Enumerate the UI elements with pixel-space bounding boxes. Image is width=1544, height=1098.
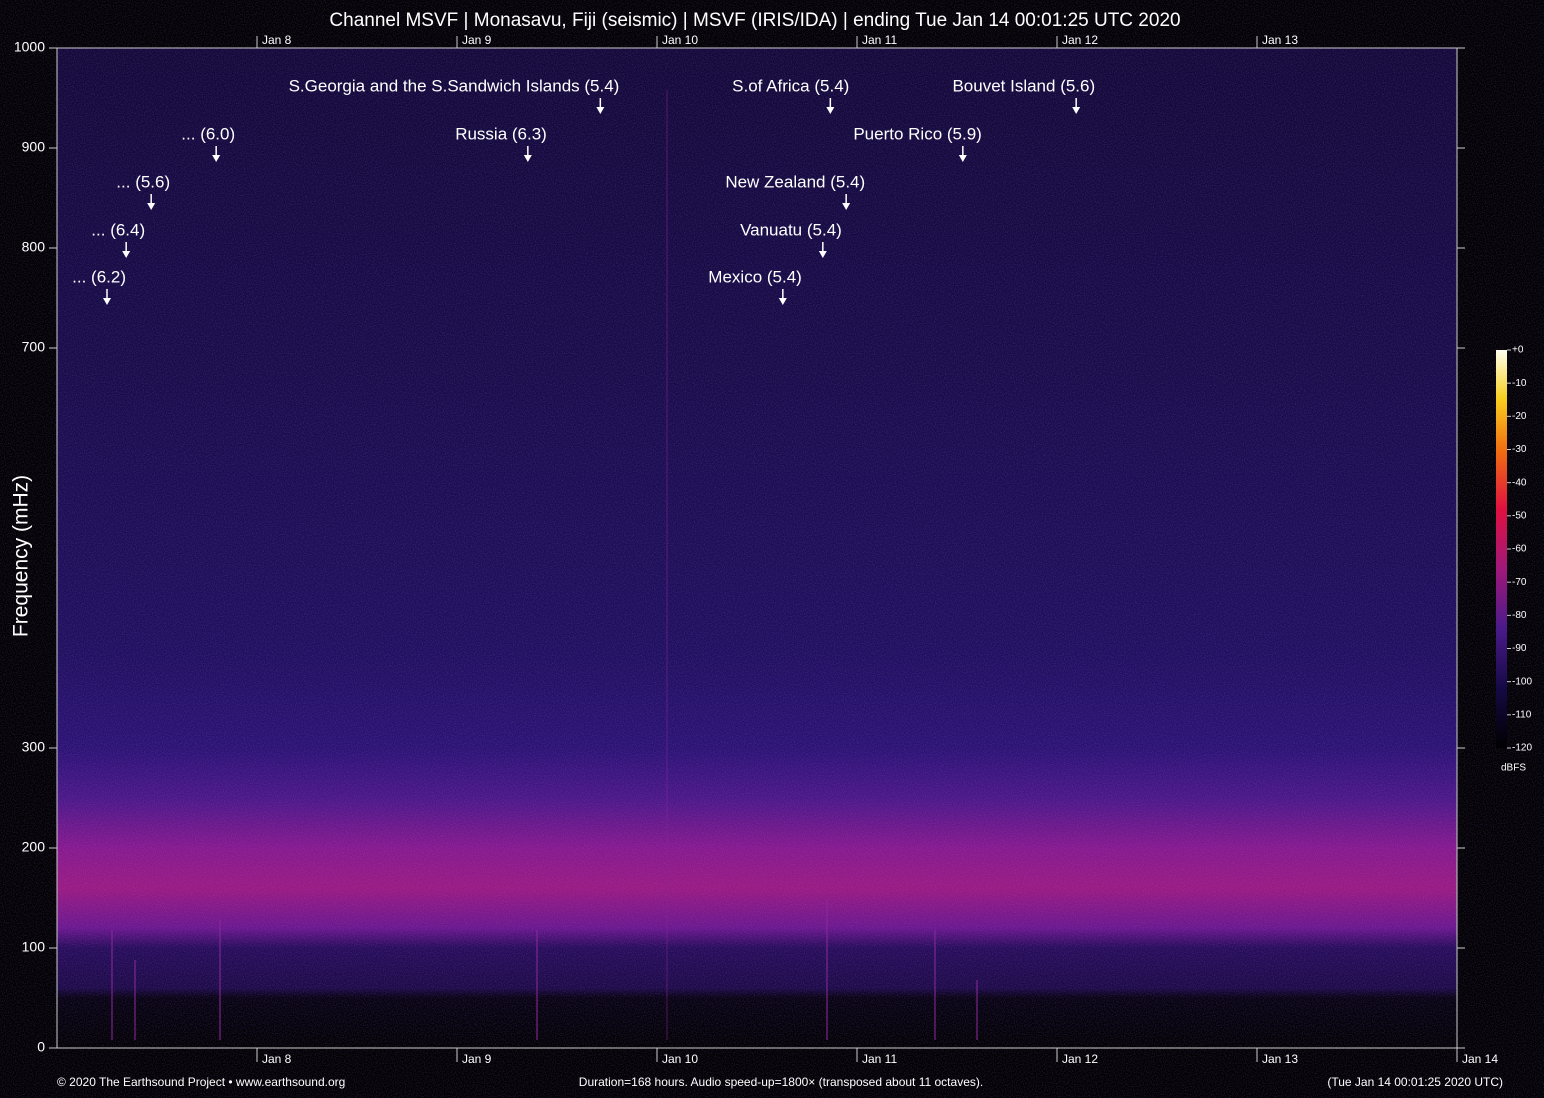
annotation: Russia (6.3) [455,124,547,143]
annotation-arrowhead [596,107,605,114]
footer-left: © 2020 The Earthsound Project • www.eart… [57,1075,345,1089]
annotation: ... (6.4) [91,220,145,239]
annotation-arrowhead [958,155,967,162]
annotation-arrowhead [122,251,131,258]
x-tick-label-top: Jan 13 [1262,33,1298,47]
colorbar-tick-label: +0 [1512,345,1524,356]
annotation: Puerto Rico (5.9) [853,124,982,143]
y-axis-label: Frequency (mHz) [10,475,33,637]
x-tick-label: Jan 11 [862,1052,897,1066]
annotation-arrowhead [818,251,827,258]
colorbar-tick-label: -20 [1512,411,1527,422]
annotation-arrowhead [212,155,221,162]
y-tick-label: 0 [37,1039,45,1055]
x-tick-label-top: Jan 9 [462,33,492,47]
annotation-arrowhead [778,298,787,305]
colorbar-tick-label: -90 [1512,643,1527,654]
annotation-arrowhead [1072,107,1081,114]
x-tick-label-top: Jan 8 [262,33,292,47]
x-tick-label: Jan 14 [1462,1052,1498,1066]
annotation-arrowhead [842,203,851,210]
annotation: New Zealand (5.4) [725,172,865,191]
annotation: S.Georgia and the S.Sandwich Islands (5.… [289,76,620,95]
annotation: Vanuatu (5.4) [740,220,842,239]
y-tick-label: 1000 [14,39,45,55]
annotation-arrowhead [147,203,156,210]
x-tick-label: Jan 12 [1062,1052,1098,1066]
y-tick-label: 800 [22,239,46,255]
x-tick-label: Jan 13 [1262,1052,1298,1066]
y-tick-label: 900 [22,139,46,155]
y-tick-label: 300 [22,739,46,755]
footer-center: Duration=168 hours. Audio speed-up=1800×… [579,1075,983,1089]
colorbar-tick-label: -120 [1512,743,1532,754]
y-tick-label: 100 [22,939,46,955]
annotation-arrowhead [523,155,532,162]
colorbar-tick-label: -40 [1512,477,1527,488]
colorbar-tick-label: -50 [1512,510,1527,521]
annotation-arrowhead [826,107,835,114]
annotation: ... (6.2) [72,267,126,286]
annotation: ... (5.6) [116,172,170,191]
spectrogram-noise [57,48,1457,1048]
x-tick-label: Jan 8 [262,1052,292,1066]
colorbar-tick-label: -110 [1512,709,1532,720]
y-tick-label: 200 [22,839,46,855]
x-tick-label-top: Jan 12 [1062,33,1098,47]
annotation-arrowhead [103,298,111,305]
colorbar-tick-label: -80 [1512,610,1527,621]
footer-right: (Tue Jan 14 00:01:25 2020 UTC) [1327,1075,1503,1089]
colorbar-label: dBFS [1501,763,1526,774]
colorbar-tick-label: -70 [1512,577,1527,588]
x-tick-label: Jan 9 [462,1052,492,1066]
plot-frame [56,47,1458,1049]
annotation: S.of Africa (5.4) [732,76,849,95]
x-tick-label: Jan 10 [662,1052,698,1066]
annotation: ... (6.0) [181,124,235,143]
event-streaks [111,90,978,1040]
colorbar-tick-label: -10 [1512,378,1527,389]
colorbar-tick-label: -30 [1512,444,1527,455]
annotation: Mexico (5.4) [708,267,802,286]
colorbar-tick-label: -60 [1512,544,1527,555]
colorbar [1496,350,1507,748]
chart-title: Channel MSVF | Monasavu, Fiji (seismic) … [329,10,1180,31]
x-tick-label-top: Jan 10 [662,33,698,47]
y-tick-label: 700 [22,339,46,355]
annotation: Bouvet Island (5.6) [952,76,1095,95]
x-tick-label-top: Jan 11 [862,33,897,47]
colorbar-tick-label: -100 [1512,676,1532,687]
